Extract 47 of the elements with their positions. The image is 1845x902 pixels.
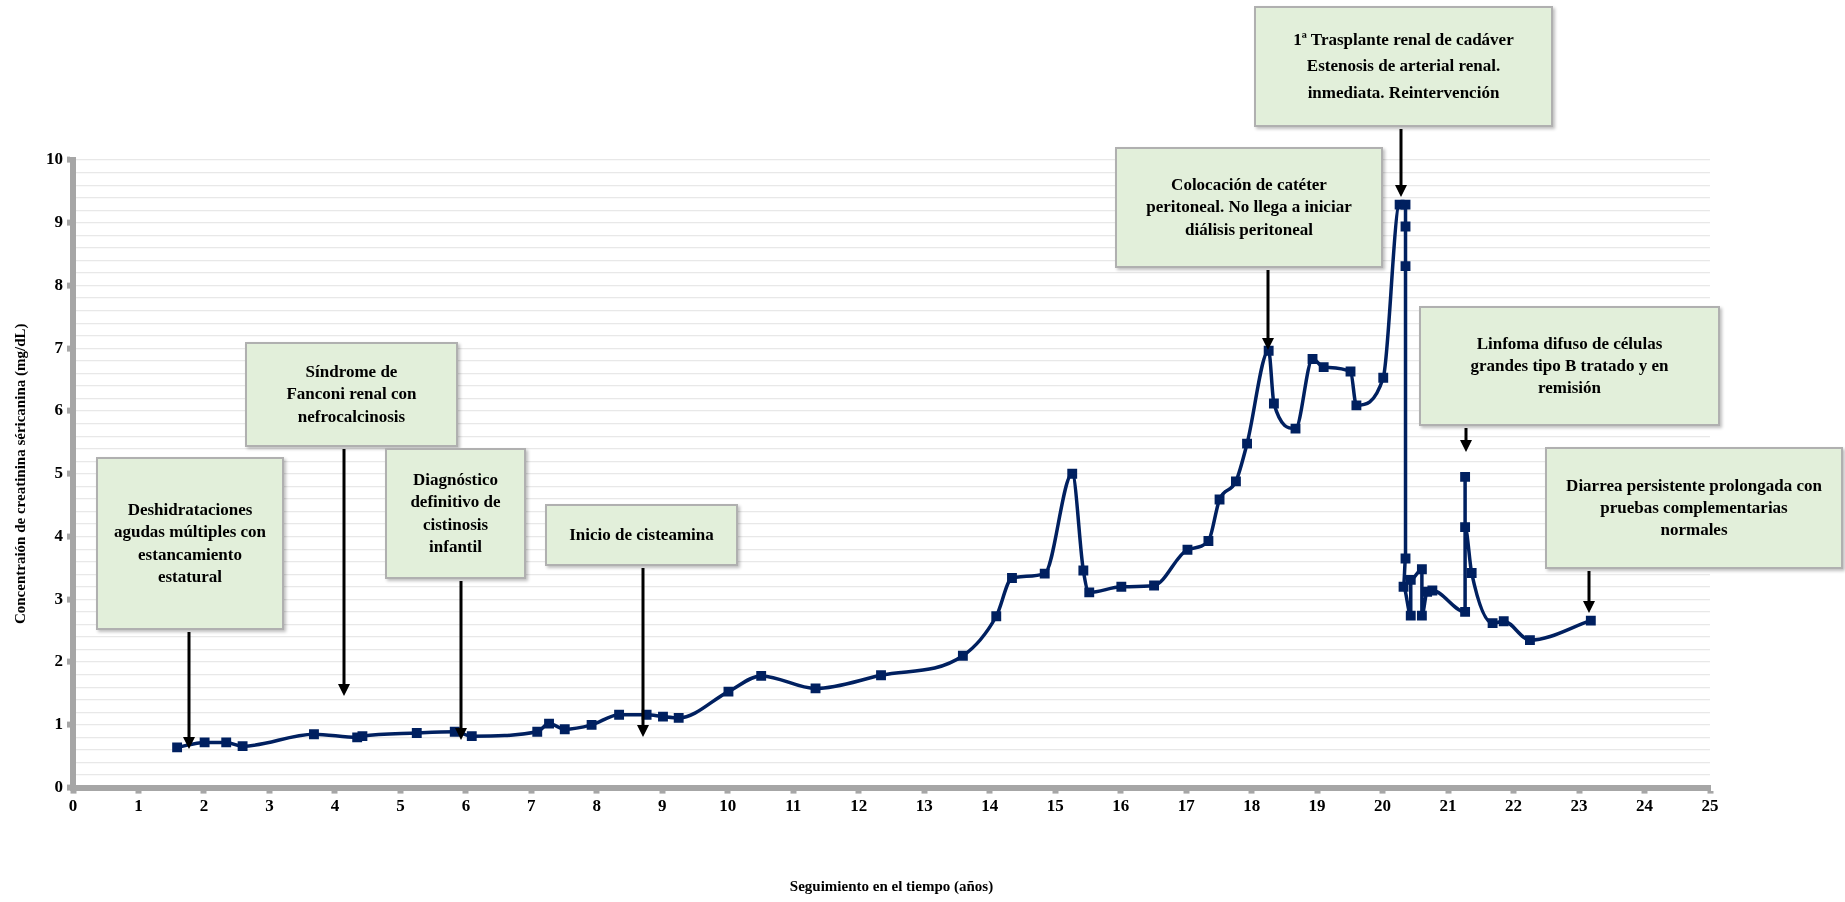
y-tick-label: 0 xyxy=(54,776,63,796)
y-tick-label: 6 xyxy=(54,400,63,420)
x-tick-label: 16 xyxy=(1112,796,1130,816)
y-tick-label: 4 xyxy=(54,525,64,545)
x-tick-label: 22 xyxy=(1505,796,1523,816)
y-tick-label: 7 xyxy=(54,337,64,357)
callout-box: Colocación de catéter peritoneal. No llega a iniciar diálisis peritoneal xyxy=(1115,147,1383,268)
x-tick-label: 19 xyxy=(1308,796,1326,816)
x-axis-title: Seguimiento en el tiempo (años) xyxy=(789,877,994,895)
x-tick-label: 6 xyxy=(461,796,471,816)
x-tick-label: 1 xyxy=(134,796,143,816)
x-tick-label: 7 xyxy=(527,796,537,816)
x-tick-label: 18 xyxy=(1243,796,1261,816)
y-tick-label: 1 xyxy=(54,714,63,734)
x-tick-label: 2 xyxy=(199,796,209,816)
x-tick-label: 8 xyxy=(592,796,602,816)
x-tick-label: 3 xyxy=(265,796,274,816)
x-tick-label: 9 xyxy=(658,796,667,816)
x-tick-label: 24 xyxy=(1636,796,1654,816)
y-tick-label: 3 xyxy=(54,588,63,608)
x-tick-label: 11 xyxy=(785,796,802,816)
x-tick-label: 21 xyxy=(1439,796,1457,816)
y-tick-label: 10 xyxy=(46,149,63,169)
x-tick-label: 0 xyxy=(68,796,78,816)
callout-box: Linfoma difuso de células grandes tipo B tratado y en remisión xyxy=(1419,306,1720,426)
x-tick-label: 12 xyxy=(850,796,868,816)
callout-box: Síndrome de Fanconi renal con nefrocalcinosis xyxy=(245,342,458,447)
x-tick-label: 14 xyxy=(981,796,999,816)
y-tick-label: 5 xyxy=(54,463,63,483)
y-axis-title: Concentraión de creatinina séricanina (mg/dL) xyxy=(11,323,29,625)
callout-box: Deshidrataciones agudas múltiples con estancamiento estatural xyxy=(96,457,284,630)
x-tick-label: 4 xyxy=(330,796,340,816)
y-tick-label: 8 xyxy=(54,274,63,294)
x-tick-label: 10 xyxy=(719,796,737,816)
x-tick-label: 17 xyxy=(1177,796,1196,816)
callout-box: Diagnóstico definitivo de cistinosis infantil xyxy=(385,448,526,579)
x-tick-label: 23 xyxy=(1570,796,1588,816)
x-tick-label: 20 xyxy=(1374,796,1392,816)
callout-box: 1ª Trasplante renal de cadáver Estenosis de arterial renal. inmediata. Reintervención xyxy=(1254,6,1553,127)
x-tick-label: 13 xyxy=(915,796,933,816)
x-tick-label: 25 xyxy=(1701,796,1719,816)
y-tick-label: 2 xyxy=(54,651,63,671)
y-tick-label: 9 xyxy=(54,212,63,232)
callout-box: Diarrea persistente prolongada con pruebas complementarias normales xyxy=(1545,447,1843,569)
x-tick-label: 15 xyxy=(1046,796,1064,816)
x-tick-label: 5 xyxy=(396,796,405,816)
callout-box: Inicio de cisteamina xyxy=(545,504,738,566)
